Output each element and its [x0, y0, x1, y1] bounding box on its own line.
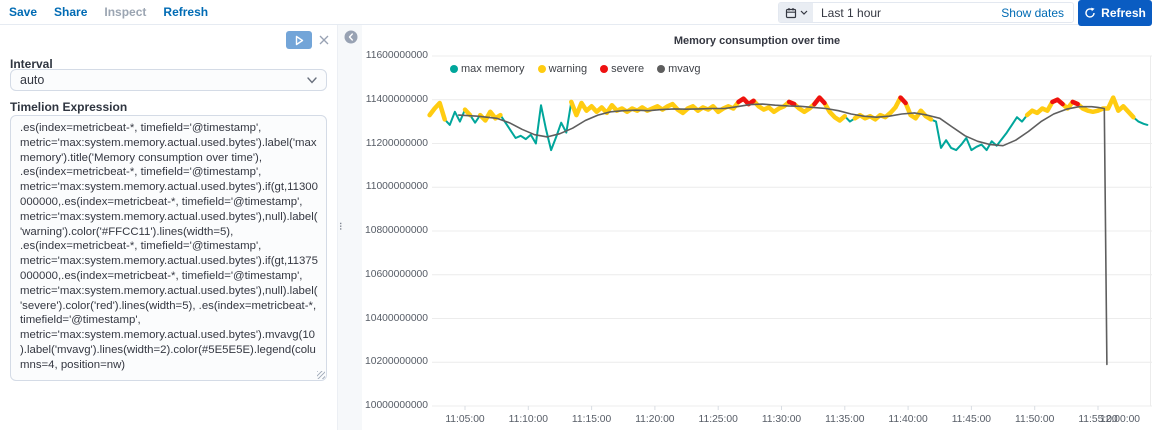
y-axis-tick-label: 10000000000 [365, 400, 428, 411]
y-axis-tick-label: 10600000000 [365, 268, 428, 280]
x-axis-tick-label: 12:00:00 [1099, 414, 1141, 425]
panel-gutter: ⁝ [337, 25, 362, 430]
timelion-expression-input[interactable]: .es(index=metricbeat-*, timefield='@time… [10, 115, 327, 381]
refresh-link[interactable]: Refresh [163, 5, 209, 19]
play-icon [295, 35, 303, 45]
y-axis-tick-label: 11200000000 [365, 137, 428, 149]
x-axis-tick-label: 11:05:00 [445, 414, 485, 425]
chevron-down-icon [307, 77, 317, 84]
refresh-button-label: Refresh [1101, 6, 1146, 20]
y-axis-tick-label: 10200000000 [365, 356, 428, 368]
close-editor-button[interactable] [317, 33, 331, 47]
x-axis-tick-label: 11:35:00 [825, 414, 865, 425]
drag-handle-icon[interactable]: ⁝ [339, 221, 343, 233]
y-axis-tick-label: 10400000000 [365, 312, 428, 324]
nav-links: Save Share Inspect Refresh [9, 5, 208, 19]
x-axis-tick-label: 11:10:00 [508, 414, 548, 425]
run-expression-button[interactable] [286, 31, 312, 49]
legend-item[interactable]: max memory [450, 63, 525, 75]
legend-label: severe [611, 63, 645, 75]
chart-panel: Memory consumption over time max memory w… [362, 25, 1152, 430]
interval-select-value: auto [20, 73, 45, 87]
save-button[interactable]: Save [9, 5, 38, 19]
chevron-down-icon [800, 10, 807, 15]
calendar-icon [785, 7, 796, 18]
legend-label: max memory [461, 63, 525, 75]
y-axis-tick-label: 11400000000 [365, 93, 428, 105]
time-range-value[interactable]: Last 1 hour [821, 5, 882, 20]
x-axis-tick-label: 11:25:00 [698, 414, 738, 425]
share-button[interactable]: Share [54, 5, 88, 19]
interval-select[interactable]: auto [10, 69, 327, 91]
collapse-panel-button[interactable] [344, 30, 358, 44]
x-axis-tick-label: 11:40:00 [888, 414, 928, 425]
legend-label: warning [548, 63, 588, 75]
refresh-button[interactable]: Refresh [1078, 0, 1152, 26]
legend-item[interactable]: severe [600, 63, 644, 75]
legend-dot-icon [537, 65, 546, 73]
chart-title: Memory consumption over time [673, 35, 841, 47]
x-axis-tick-label: 11:30:00 [761, 414, 802, 425]
show-dates-button[interactable]: Show dates [1001, 5, 1064, 20]
quick-select-button[interactable] [779, 3, 813, 22]
textarea-resize-handle[interactable] [317, 371, 325, 379]
timelion-editor-panel: Interval auto Timelion Expression .es(in… [0, 25, 337, 430]
x-axis-tick-label: 11:15:00 [571, 414, 612, 425]
chart-legend: max memory warning severe mvavg [450, 63, 701, 75]
collapse-left-icon [344, 30, 358, 44]
legend-dot-icon [450, 65, 458, 73]
x-axis-tick-label: 11:45:00 [951, 414, 992, 425]
interval-label: Interval [10, 57, 53, 71]
x-axis-tick-label: 11:55:00 [1078, 414, 1118, 425]
legend-item[interactable]: warning [537, 63, 588, 75]
y-axis-tick-label: 10800000000 [365, 225, 428, 236]
expression-label: Timelion Expression [10, 100, 128, 114]
refresh-icon [1085, 7, 1095, 18]
inspect-button[interactable]: Inspect [104, 5, 147, 19]
legend-dot-icon [657, 65, 666, 73]
legend-label: mvavg [668, 63, 701, 75]
legend-dot-icon [600, 65, 609, 73]
date-picker: Last 1 hour Show dates [778, 2, 1074, 23]
y-axis-tick-label: 11600000000 [365, 50, 428, 61]
y-axis-tick-label: 11000000000 [365, 181, 428, 193]
chart-plot [427, 55, 1152, 410]
x-axis-tick-label: 11:20:00 [635, 414, 675, 425]
close-icon [319, 35, 329, 45]
x-axis-tick-label: 11:50:00 [1015, 414, 1055, 425]
top-bar: Save Share Inspect Refresh Last 1 hour S… [0, 0, 1152, 26]
legend-item[interactable]: mvavg [657, 63, 701, 75]
